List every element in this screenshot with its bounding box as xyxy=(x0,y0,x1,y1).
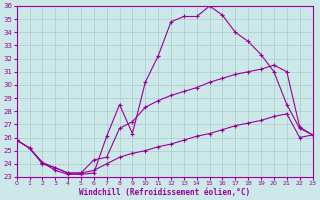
X-axis label: Windchill (Refroidissement éolien,°C): Windchill (Refroidissement éolien,°C) xyxy=(79,188,250,197)
